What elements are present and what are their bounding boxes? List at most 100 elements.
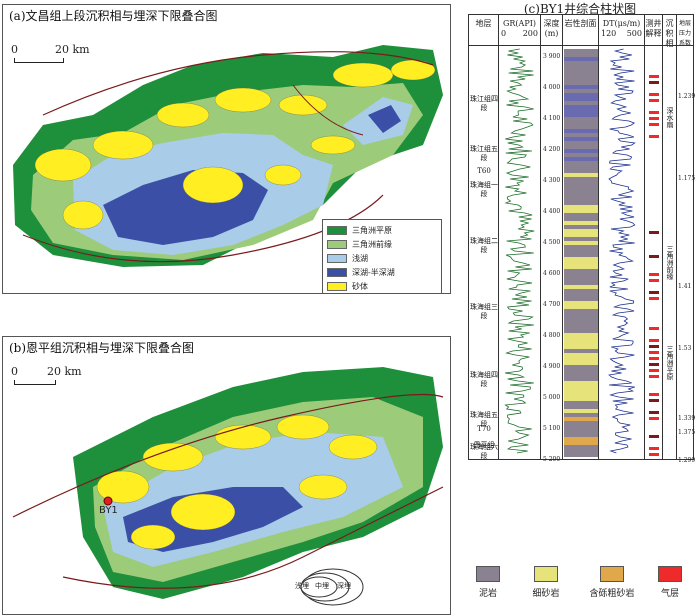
depth-tick: 4 900 (543, 363, 561, 370)
gr-max: 200 (522, 29, 538, 38)
stage-label: 珠海组一段 (470, 181, 498, 198)
lith-layer (564, 397, 598, 401)
lith-layer (564, 325, 598, 329)
map-panel-a: (a)文昌组上段沉积相与埋深下限叠合图 0 20 km (2, 4, 451, 294)
lith-layer (564, 249, 598, 253)
lith-layer (564, 105, 598, 109)
header-stratum: 地层 (469, 15, 499, 45)
lith-layer (564, 449, 598, 453)
depth-tick: 4 400 (543, 208, 561, 215)
gas-layer (649, 123, 659, 126)
lith-layer (564, 277, 598, 281)
lith-layer (564, 261, 598, 265)
stratum-column (469, 45, 499, 459)
legend-gas: 气层 (648, 566, 692, 599)
lith-layer (564, 329, 598, 333)
facies-column (663, 45, 677, 459)
lith-layer (564, 301, 598, 305)
lith-layer (564, 113, 598, 117)
gas-layer (649, 357, 659, 360)
lith-layer (564, 193, 598, 197)
map-panel-b: (b)恩平组沉积相与埋深下限叠合图 0 20 km BY1 浅埋 中埋 深埋 (2, 336, 451, 615)
lith-layer (564, 453, 598, 457)
lith-layer (564, 69, 598, 73)
lith-layer (564, 417, 598, 421)
lith-layer (564, 381, 598, 385)
stage-label: 珠海组六段 (470, 443, 498, 460)
panel-a-title: (a)文昌组上段沉积相与埋深下限叠合图 (7, 7, 220, 24)
lith-layer (564, 133, 598, 137)
legend-label: 气层 (660, 589, 679, 599)
lith-layer (564, 157, 598, 161)
lith-layer (564, 445, 598, 449)
lith-layer (564, 425, 598, 429)
lith-layer (564, 153, 598, 157)
pressure-value: 1.239 (678, 93, 696, 100)
lith-layer (564, 57, 598, 61)
legend-swatch (327, 267, 347, 277)
panel-c-title: (c)BY1井综合柱状图 (523, 2, 637, 16)
gr-min: 0 (501, 29, 507, 38)
mudstone-swatch (476, 566, 500, 582)
lith-layer (564, 53, 598, 57)
gas-layer (649, 375, 659, 378)
stage-label: 珠江组四段 (470, 95, 498, 112)
legend-item: 砂体 (327, 279, 437, 293)
header-interp: 测井解释 (645, 15, 663, 45)
lith-layer (564, 185, 598, 189)
dt-max: 500 (626, 29, 642, 38)
header-depth: 深度 (m) (541, 15, 563, 45)
lith-layer (564, 121, 598, 125)
legend-item: 深湖-半深湖 (327, 265, 437, 279)
lith-layer (564, 321, 598, 325)
lith-layer (564, 209, 598, 213)
pressure-value: 1.339 (678, 415, 696, 422)
map-b-canvas (12, 367, 444, 606)
dt-label: DT(μs/m) (602, 19, 641, 28)
lith-layer (564, 281, 598, 285)
lith-layer (564, 149, 598, 153)
stage-label: 珠海组三段 (470, 303, 498, 320)
gas-layer (649, 279, 659, 282)
lith-layer (564, 437, 598, 441)
stage-label: 珠海组二段 (470, 237, 498, 254)
lith-layer (564, 353, 598, 357)
lith-layer (564, 233, 598, 237)
lith-layer (564, 377, 598, 381)
lith-layer (564, 217, 598, 221)
lith-layer (564, 177, 598, 181)
lith-layer (564, 413, 598, 417)
lith-layer (564, 393, 598, 397)
lith-layer (564, 197, 598, 201)
lith-layer (564, 357, 598, 361)
legend-swatch (327, 281, 347, 291)
lith-layer (564, 389, 598, 393)
depth-column: 3 900 4 000 4 100 4 200 4 300 4 400 4 500 4 600… (541, 45, 563, 463)
lith-layer (564, 385, 598, 389)
depth-tick: 3 900 (543, 53, 561, 60)
lith-layer (564, 165, 598, 169)
lith-layer (564, 141, 598, 145)
lith-layer (564, 77, 598, 81)
depth-tick: 4 500 (543, 239, 561, 246)
legend-label: 含砾粗砂岩 (589, 589, 635, 599)
pressure-value: 1.41 (678, 283, 692, 290)
inset-label-mid: 中埋 (315, 582, 329, 590)
depth-tick: 5 000 (543, 394, 561, 401)
stage-label: 珠江组五段 (470, 145, 498, 162)
gas-layer (649, 399, 659, 402)
header-facies: 沉积相 (663, 15, 677, 48)
lith-layer (564, 333, 598, 337)
lith-layer (564, 201, 598, 205)
facies-label: 深水扇 (666, 107, 674, 128)
depth-tick: 4 800 (543, 332, 561, 339)
pressure-value: 1.53 (678, 345, 692, 352)
lith-layer (564, 421, 598, 425)
depth-tick: 5 200 (543, 456, 561, 463)
stage-label: 珠海组五段 (470, 411, 498, 428)
header-lith: 岩性剖面 (563, 15, 599, 45)
pressure-column: 1.239 1.175 1.41 1.53 1.339 1.375 1.299 (677, 45, 696, 464)
lith-layer (564, 109, 598, 113)
lith-layer (564, 273, 598, 277)
lith-layer (564, 257, 598, 261)
